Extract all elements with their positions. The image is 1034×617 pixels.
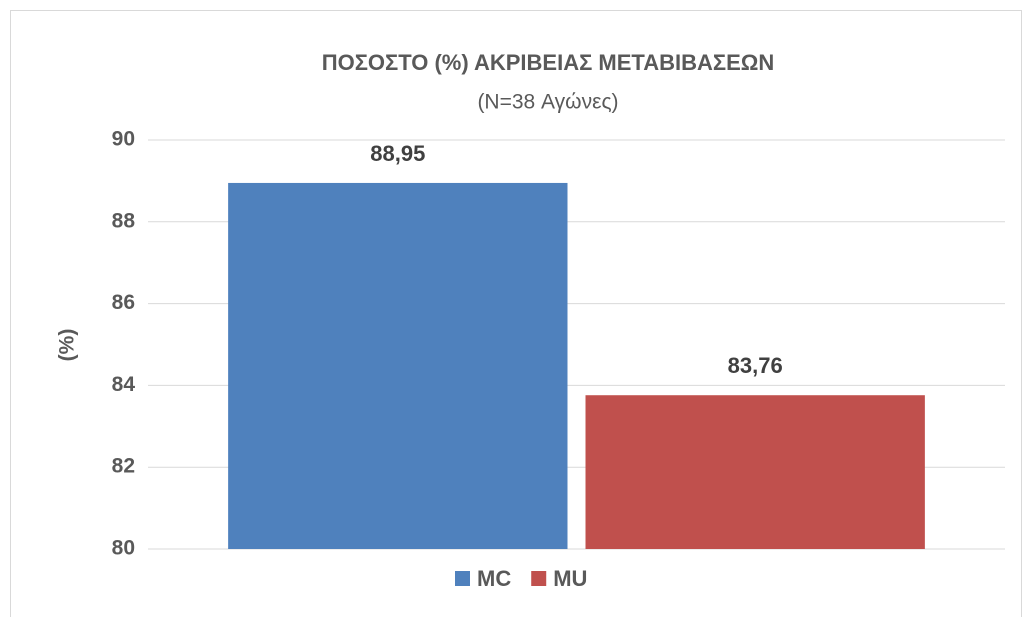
y-tick-label: 86	[112, 291, 135, 314]
y-tick-label: 80	[112, 537, 135, 560]
data-label: 83,76	[728, 353, 783, 378]
y-tick-label: 84	[112, 373, 136, 396]
legend-swatch	[455, 571, 470, 586]
legend-swatch	[531, 571, 547, 586]
legend-label: MC	[477, 566, 511, 591]
chart-subtitle: (N=38 Αγώνες)	[477, 91, 618, 114]
bar	[585, 395, 925, 549]
y-axis-label: (%)	[56, 329, 79, 362]
legend-label: MU	[553, 566, 587, 591]
bar	[228, 182, 568, 549]
y-tick-label: 90	[112, 128, 135, 151]
data-label: 88,95	[370, 141, 425, 166]
y-tick-label: 82	[112, 455, 135, 478]
chart-title: ΠΟΣΟΣΤΟ (%) ΑΚΡΙΒΕΙΑΣ ΜΕΤΑΒΙΒΑΣΕΩΝ	[322, 50, 775, 75]
y-tick-label: 88	[112, 209, 136, 232]
